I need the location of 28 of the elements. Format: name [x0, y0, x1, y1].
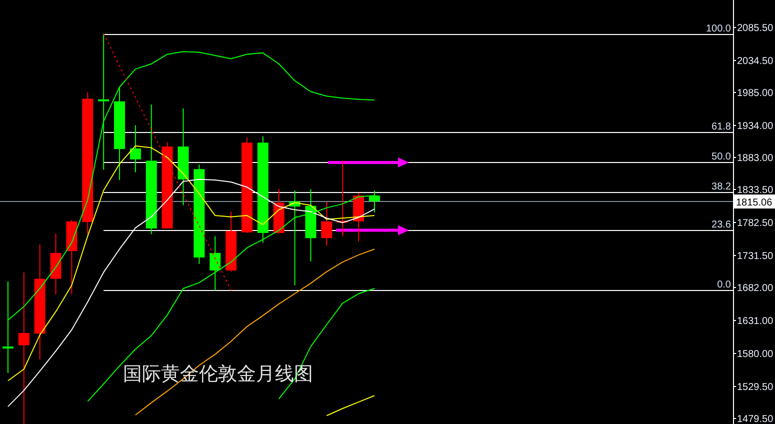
line-series	[103, 33, 232, 291]
candlestick	[130, 124, 141, 173]
annotation: 23.6	[712, 220, 732, 230]
candlestick	[210, 236, 221, 291]
ref-line-label: 1815.06	[736, 198, 773, 208]
y-tick-label: 2085.50	[737, 23, 774, 34]
line-series	[326, 395, 375, 416]
annotation: 0.0	[717, 280, 732, 290]
y-tick-label: 1833.50	[737, 185, 774, 196]
line-series	[7, 178, 375, 408]
annotation: 61.8	[712, 122, 732, 132]
line-series	[7, 145, 375, 382]
annotation: 50.0	[712, 152, 732, 162]
y-tick-label: 1682.00	[737, 283, 774, 294]
y-tick-label: 1479.50	[737, 414, 774, 424]
candlestick	[18, 272, 30, 424]
y-tick-label: 1529.50	[737, 382, 774, 393]
y-tick-label: 1782.50	[737, 218, 774, 229]
y-tick-label: 1631.00	[737, 316, 774, 327]
y-tick-label: 1883.00	[737, 153, 774, 164]
annotation: 38.2	[712, 182, 732, 192]
y-tick-label: 2034.50	[737, 56, 774, 67]
y-tick-label: 1731.50	[737, 251, 774, 262]
y-tick-label: 1580.00	[737, 349, 774, 360]
y-tick-label: 1934.00	[737, 121, 774, 132]
annotation: 100.0	[706, 24, 732, 34]
y-tick-label: 1985.00	[737, 88, 774, 99]
candlestick	[321, 201, 332, 246]
